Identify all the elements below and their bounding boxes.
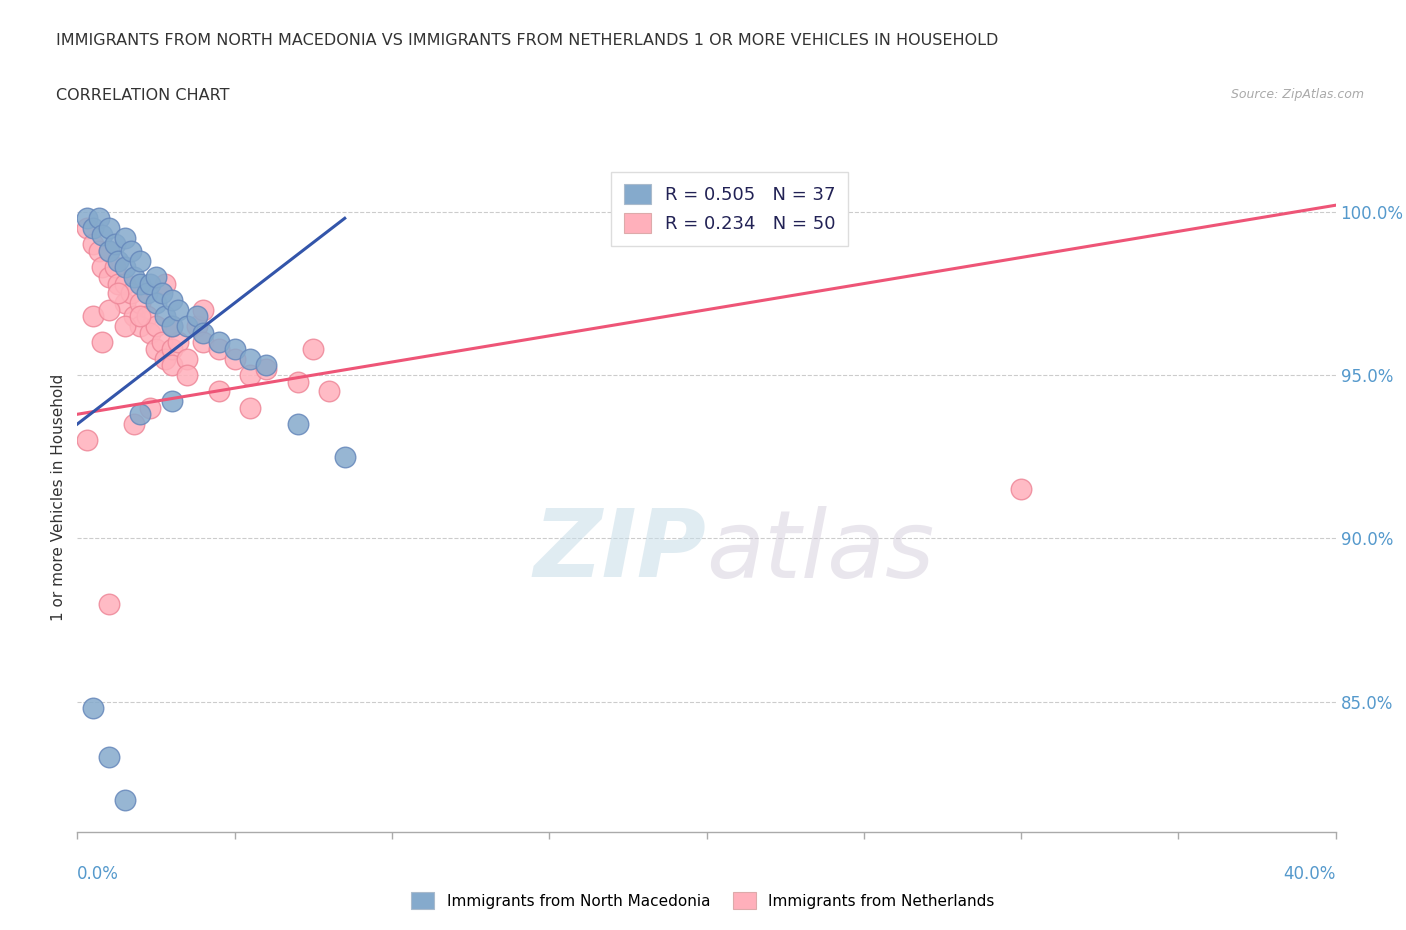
Point — [135, 309, 157, 324]
Point — [145, 341, 167, 356]
Legend: R = 0.505   N = 37, R = 0.234   N = 50: R = 0.505 N = 37, R = 0.234 N = 50 — [612, 172, 848, 246]
Point — [239, 352, 262, 366]
Point — [129, 253, 152, 268]
Point — [138, 326, 160, 340]
Point — [114, 792, 136, 807]
Point — [97, 596, 120, 611]
Point — [191, 335, 215, 350]
Point — [114, 231, 136, 246]
Point — [287, 417, 309, 432]
Point — [145, 270, 167, 285]
Point — [82, 220, 104, 235]
Point — [155, 276, 177, 291]
Point — [155, 309, 177, 324]
Point — [208, 384, 231, 399]
Point — [186, 319, 208, 334]
Point — [120, 286, 142, 300]
Y-axis label: 1 or more Vehicles in Household: 1 or more Vehicles in Household — [51, 374, 66, 621]
Point — [97, 220, 120, 235]
Point — [150, 335, 173, 350]
Point — [145, 319, 167, 334]
Text: CORRELATION CHART: CORRELATION CHART — [56, 88, 229, 103]
Point — [120, 244, 142, 259]
Point — [208, 341, 231, 356]
Text: IMMIGRANTS FROM NORTH MACEDONIA VS IMMIGRANTS FROM NETHERLANDS 1 OR MORE VEHICLE: IMMIGRANTS FROM NORTH MACEDONIA VS IMMIG… — [56, 33, 998, 47]
Point — [122, 417, 145, 432]
Point — [176, 367, 198, 382]
Point — [160, 319, 183, 334]
Text: 40.0%: 40.0% — [1284, 865, 1336, 883]
Point — [155, 352, 177, 366]
Point — [208, 335, 231, 350]
Point — [114, 259, 136, 274]
Point — [91, 335, 114, 350]
Point — [97, 244, 120, 259]
Point — [76, 220, 98, 235]
Point — [89, 244, 111, 259]
Point — [176, 319, 198, 334]
Point — [167, 302, 190, 317]
Point — [104, 237, 127, 252]
Point — [89, 211, 111, 226]
Point — [318, 384, 340, 399]
Point — [97, 750, 120, 764]
Point — [97, 302, 120, 317]
Point — [107, 253, 129, 268]
Text: Source: ZipAtlas.com: Source: ZipAtlas.com — [1230, 88, 1364, 101]
Point — [145, 296, 167, 311]
Point — [129, 296, 152, 311]
Point — [160, 393, 183, 408]
Point — [114, 319, 136, 334]
Point — [135, 286, 157, 300]
Point — [150, 286, 173, 300]
Text: 0.0%: 0.0% — [77, 865, 120, 883]
Point — [224, 352, 246, 366]
Point — [160, 293, 183, 308]
Point — [176, 352, 198, 366]
Text: ZIP: ZIP — [534, 505, 707, 597]
Text: atlas: atlas — [707, 506, 935, 597]
Point — [239, 400, 262, 415]
Point — [160, 341, 183, 356]
Point — [82, 237, 104, 252]
Point — [160, 358, 183, 373]
Point — [97, 244, 120, 259]
Point — [138, 276, 160, 291]
Point — [287, 374, 309, 389]
Point — [129, 406, 152, 421]
Point — [302, 341, 325, 356]
Point — [129, 309, 152, 324]
Point — [239, 367, 262, 382]
Point — [82, 309, 104, 324]
Point — [129, 319, 152, 334]
Point — [254, 358, 277, 373]
Point — [1010, 482, 1032, 497]
Point — [122, 270, 145, 285]
Point — [191, 326, 215, 340]
Point — [91, 227, 114, 242]
Point — [254, 361, 277, 376]
Legend: Immigrants from North Macedonia, Immigrants from Netherlands: Immigrants from North Macedonia, Immigra… — [405, 886, 1001, 915]
Point — [107, 276, 129, 291]
Point — [224, 341, 246, 356]
Point — [191, 302, 215, 317]
Point — [333, 449, 356, 464]
Point — [82, 701, 104, 716]
Point — [160, 319, 183, 334]
Point — [167, 335, 190, 350]
Point — [91, 259, 114, 274]
Point — [107, 286, 129, 300]
Point — [138, 400, 160, 415]
Point — [122, 309, 145, 324]
Point — [97, 270, 120, 285]
Point — [186, 309, 208, 324]
Point — [76, 433, 98, 448]
Point — [104, 259, 127, 274]
Point — [76, 211, 98, 226]
Point — [114, 296, 136, 311]
Point — [129, 276, 152, 291]
Point — [114, 276, 136, 291]
